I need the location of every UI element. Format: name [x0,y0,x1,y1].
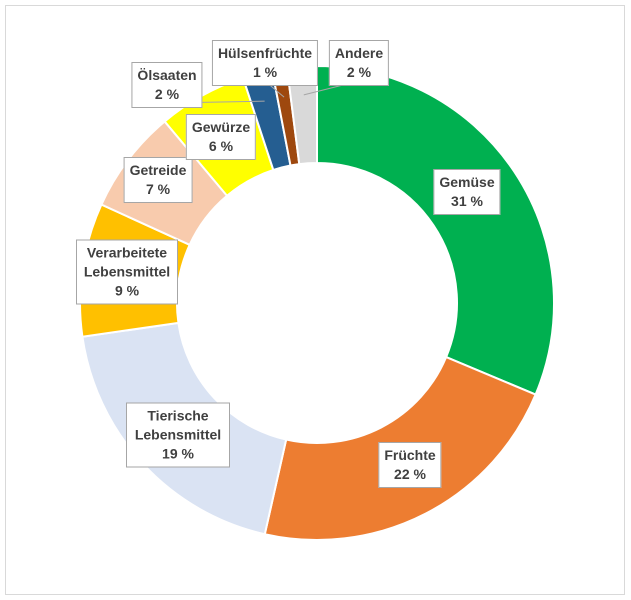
value-label: 31 % [451,193,483,209]
category-label: Früchte [384,447,436,463]
category-label: Andere [334,45,384,61]
data-label: Tierische Lebensmittel 19 % [126,402,230,468]
data-label: Andere 2 % [328,40,390,86]
value-label: 1 % [252,64,278,80]
data-label: Ölsaaten 2 % [131,62,203,108]
data-label: Gemüse 31 % [433,169,501,215]
value-label: 9 % [114,282,140,299]
data-label: Früchte 22 % [378,442,442,488]
donut-slice [316,64,555,396]
category-label: Gewürze [191,119,251,135]
data-label: Gewürze 6 % [185,114,257,160]
value-label: 6 % [208,138,234,154]
value-label: 2 % [346,64,372,80]
category-label: Verarbeitete Lebensmittel [83,244,171,280]
value-label: 2 % [154,86,180,102]
data-label: Getreide 7 % [123,157,193,203]
value-label: 19 % [162,445,194,462]
data-label: Verarbeitete Lebensmittel 9 % [76,239,178,305]
category-label: Hülsenfrüchte [217,45,313,61]
category-label: Ölsaaten [137,67,197,83]
category-label: Getreide [129,162,187,178]
category-label: Gemüse [439,174,495,190]
data-label: Hülsenfrüchte 1 % [211,40,319,86]
value-label: 22 % [394,466,426,482]
category-label: Tierische Lebensmittel [134,407,222,443]
value-label: 7 % [145,181,171,197]
